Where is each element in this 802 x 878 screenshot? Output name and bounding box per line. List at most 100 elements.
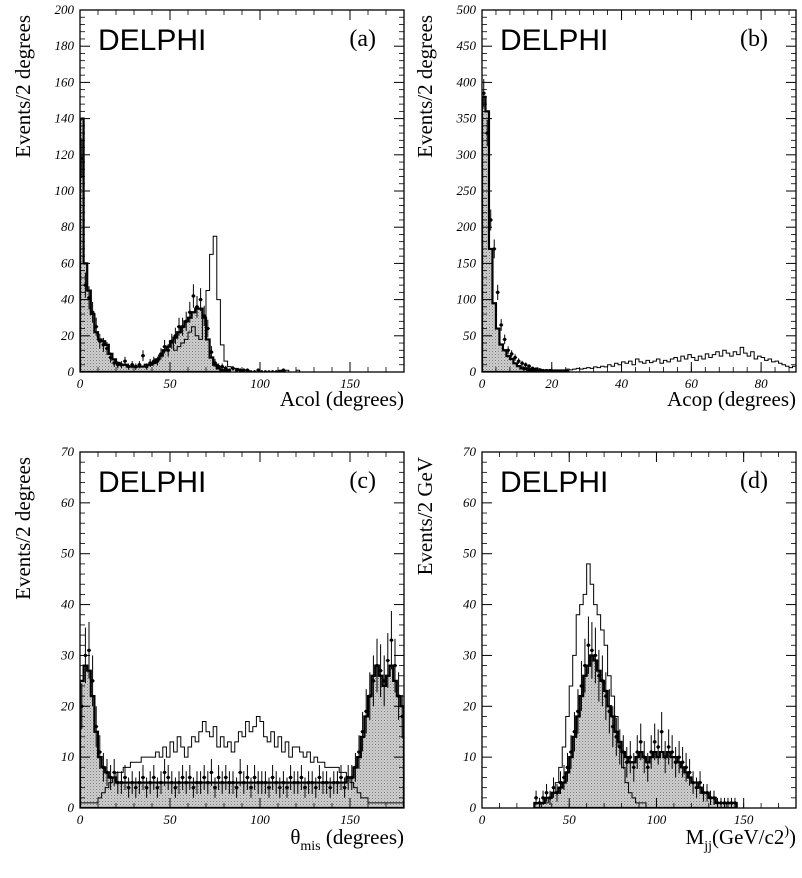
data-point	[516, 358, 521, 364]
data-point	[281, 771, 286, 794]
data-point	[288, 765, 293, 790]
y-tick-label: 150	[457, 255, 477, 270]
data-point	[97, 333, 102, 349]
y-tick-label: 40	[463, 597, 477, 612]
data-point	[249, 777, 253, 798]
y-axis-title: Events/2 degrees	[413, 15, 437, 158]
y-axis-title: Events/2 degrees	[11, 15, 35, 158]
outline-histogram	[534, 563, 737, 808]
data-point	[159, 348, 163, 360]
series-points	[482, 79, 570, 372]
y-tick-label: 250	[457, 183, 477, 198]
data-point	[123, 356, 127, 366]
outline-histogram	[80, 715, 404, 808]
data-point	[544, 368, 549, 372]
data-point	[177, 317, 181, 336]
data-point	[589, 622, 594, 679]
data-point	[645, 752, 650, 782]
data-point	[513, 354, 518, 361]
data-point	[544, 783, 549, 802]
y-tick-label: 100	[457, 292, 477, 307]
data-point	[537, 797, 542, 808]
data-point	[209, 758, 214, 786]
y-tick-label: 450	[457, 38, 477, 53]
data-point	[523, 362, 528, 368]
data-point	[596, 649, 601, 702]
data-point	[729, 797, 734, 808]
data-point	[162, 758, 167, 786]
data-point	[691, 771, 696, 794]
data-point	[495, 284, 500, 300]
data-point	[349, 765, 354, 790]
data-point	[195, 295, 199, 318]
data-point	[555, 783, 560, 802]
data-point	[582, 638, 587, 693]
data-point	[205, 319, 210, 338]
y-tick-label: 0	[470, 800, 477, 815]
data-point	[499, 319, 504, 331]
data-point	[101, 337, 106, 352]
data-point	[231, 365, 235, 371]
data-point	[97, 735, 102, 769]
data-point	[670, 735, 675, 769]
x-tick-label: 150	[340, 812, 360, 827]
data-point	[551, 777, 556, 798]
x-tick-label: 40	[615, 376, 629, 391]
data-point	[159, 771, 163, 794]
data-point	[306, 771, 311, 794]
data-point	[227, 368, 232, 372]
data-point	[680, 746, 685, 778]
data-point	[130, 771, 135, 794]
data-point	[684, 752, 689, 782]
data-point	[537, 368, 542, 372]
series-points	[80, 610, 404, 798]
data-point	[527, 364, 532, 369]
data-point	[108, 765, 113, 790]
panel-tag: (d)	[740, 468, 768, 494]
data-point	[718, 797, 723, 808]
y-tick-label: 100	[55, 183, 75, 198]
data-point	[166, 765, 171, 790]
y-tick-label: 40	[61, 292, 75, 307]
data-point	[614, 717, 619, 756]
data-point	[112, 358, 117, 367]
x-axis-title: Acol (degrees)	[280, 387, 404, 411]
data-point	[119, 771, 124, 794]
x-tick-label: 100	[250, 812, 270, 827]
y-tick-label: 350	[456, 111, 477, 126]
x-tick-label: 0	[77, 376, 84, 391]
data-point	[195, 771, 199, 794]
data-point	[227, 771, 232, 794]
data-point	[638, 723, 643, 761]
data-point	[663, 741, 668, 774]
panel-a: 0 20 40 60 80 100 120 140 160 180 200 0 50 100 150 DELP…	[11, 2, 405, 411]
data-point	[169, 771, 174, 794]
data-point	[603, 672, 608, 720]
panel-tag: (a)	[349, 26, 376, 52]
data-point	[324, 771, 329, 794]
data-point	[270, 765, 275, 790]
data-point	[119, 361, 124, 369]
data-point	[277, 777, 282, 798]
y-tick-label: 50	[61, 546, 75, 561]
data-point	[123, 765, 127, 790]
experiment-label: DELPHI	[98, 24, 206, 57]
y-tick-label: 10	[463, 749, 477, 764]
y-tick-label: 40	[61, 597, 75, 612]
data-point	[166, 344, 171, 357]
data-point	[321, 771, 325, 794]
data-point	[295, 771, 300, 794]
data-point	[144, 363, 149, 370]
data-point	[492, 239, 497, 259]
y-tick-label: 60	[463, 495, 477, 510]
x-tick-label: 50	[164, 812, 178, 827]
data-point	[267, 777, 271, 798]
x-tick-label: 50	[164, 376, 178, 391]
data-point	[628, 741, 633, 774]
data-point	[137, 771, 142, 794]
series-outline	[80, 118, 301, 372]
panel-b: 0 50 100 150 200 250 300 350 400 450 500 0 20 40 60 80 D…	[413, 2, 797, 411]
x-axis-title: θmis (degrees)	[290, 825, 404, 854]
data-point	[90, 655, 95, 707]
data-point	[610, 706, 615, 747]
